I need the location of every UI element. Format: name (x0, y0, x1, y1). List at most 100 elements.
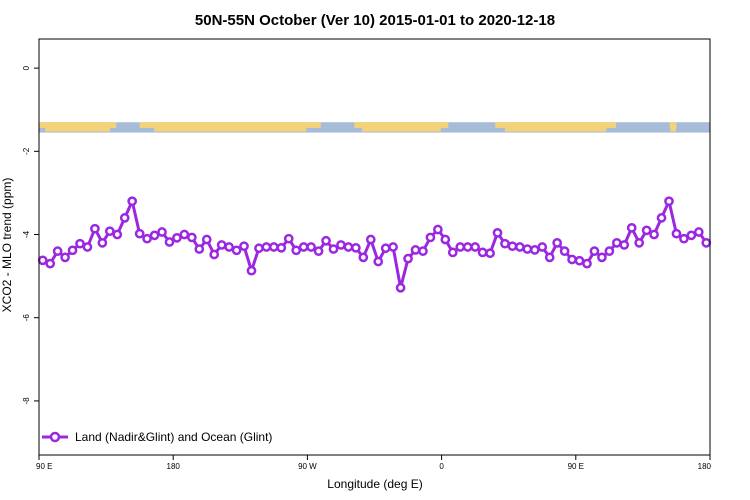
y-tick-label-2: -4 (22, 230, 31, 238)
data-point (500, 238, 510, 249)
data-point (582, 258, 592, 269)
data-point (336, 240, 346, 250)
data-point (231, 245, 242, 256)
data-point (544, 252, 555, 263)
data-point (649, 229, 659, 240)
data-point (619, 240, 630, 250)
data-point (261, 242, 272, 252)
data-point (425, 232, 436, 243)
data-point (313, 246, 324, 257)
data-point (291, 245, 302, 256)
plot-frame (38, 38, 711, 456)
y-tick-label-4: -8 (22, 397, 31, 405)
data-point (82, 242, 93, 252)
data-point (358, 252, 369, 263)
data-point (45, 258, 56, 269)
data-point (149, 230, 160, 241)
data-point (634, 237, 645, 248)
data-point (388, 242, 398, 252)
data-point (403, 253, 413, 264)
land-segment-core-0 (45, 122, 110, 132)
data-point (529, 245, 540, 255)
data-point (127, 196, 138, 207)
legend-label: Land (Nadir&Glint) and Ocean (Glint) (75, 430, 272, 444)
y-tick-label-3: -6 (22, 314, 31, 322)
data-point (201, 234, 212, 245)
data-point (224, 242, 234, 252)
data-point (537, 242, 548, 252)
data-point (134, 228, 145, 239)
data-point (164, 237, 175, 247)
data-point (328, 244, 339, 254)
data-point (276, 242, 287, 253)
x-tick-label-2: 90 W (298, 462, 317, 471)
land-segment-core-1 (154, 122, 307, 132)
data-point (611, 237, 622, 248)
data-point (656, 213, 667, 223)
data-point (209, 249, 220, 260)
data-point (67, 245, 78, 256)
legend-marker (49, 431, 61, 443)
data-point (604, 246, 615, 257)
data-point (626, 223, 637, 233)
data-point (433, 224, 443, 235)
legend: Land (Nadir&Glint) and Ocean (Glint) (42, 430, 272, 444)
data-point (477, 247, 488, 258)
data-point (641, 225, 652, 236)
y-axis-label: XCO2 - MLO trend (ppm) (0, 178, 14, 313)
data-point (104, 226, 115, 237)
data-point (693, 227, 704, 237)
data-point (157, 227, 167, 237)
data-point (507, 241, 518, 252)
data-point (194, 244, 205, 254)
data-point (254, 243, 264, 254)
x-tick-label-4: 90 E (568, 462, 584, 471)
data-point (216, 240, 227, 250)
x-tick-label-5: 180 (698, 462, 712, 471)
data-point (37, 255, 48, 266)
data-point (172, 232, 182, 243)
data-point (239, 241, 249, 252)
chart-title: 50N-55N October (Ver 10) 2015-01-01 to 2… (195, 12, 555, 29)
land-segment-core-4 (670, 122, 676, 132)
data-point (246, 265, 257, 276)
data-point (90, 223, 100, 234)
data-point (321, 235, 331, 246)
data-point (440, 234, 451, 245)
data-point (447, 247, 458, 258)
data-point (515, 242, 525, 252)
data-point (485, 248, 495, 259)
data-point (470, 242, 480, 252)
data-point (306, 242, 316, 252)
data-point (52, 246, 63, 257)
data-point (671, 228, 682, 239)
data-point (365, 234, 376, 245)
data-point (112, 229, 123, 240)
data-point (142, 233, 152, 244)
land-segment-core-3 (504, 122, 607, 132)
data-point (701, 237, 712, 248)
data-point (97, 237, 108, 248)
land-segment-core-2 (361, 122, 441, 132)
data-point (462, 242, 473, 252)
data-point (574, 255, 585, 266)
x-tick-label-0: 90 E (36, 462, 52, 471)
data-point (186, 232, 197, 243)
data-point (664, 196, 674, 207)
data-point (679, 233, 689, 244)
data-point (552, 237, 563, 248)
data-point (75, 238, 85, 249)
data-point (395, 282, 406, 293)
data-point (343, 242, 354, 252)
data-point (492, 228, 503, 238)
data-point (179, 229, 190, 240)
data-point (597, 252, 607, 263)
data-point (373, 256, 384, 267)
series-line-0 (42, 199, 708, 290)
data-point (686, 230, 697, 241)
y-tick-label-1: -2 (22, 147, 31, 155)
data-point (455, 242, 466, 252)
data-point (351, 242, 361, 253)
data-point (418, 246, 428, 257)
